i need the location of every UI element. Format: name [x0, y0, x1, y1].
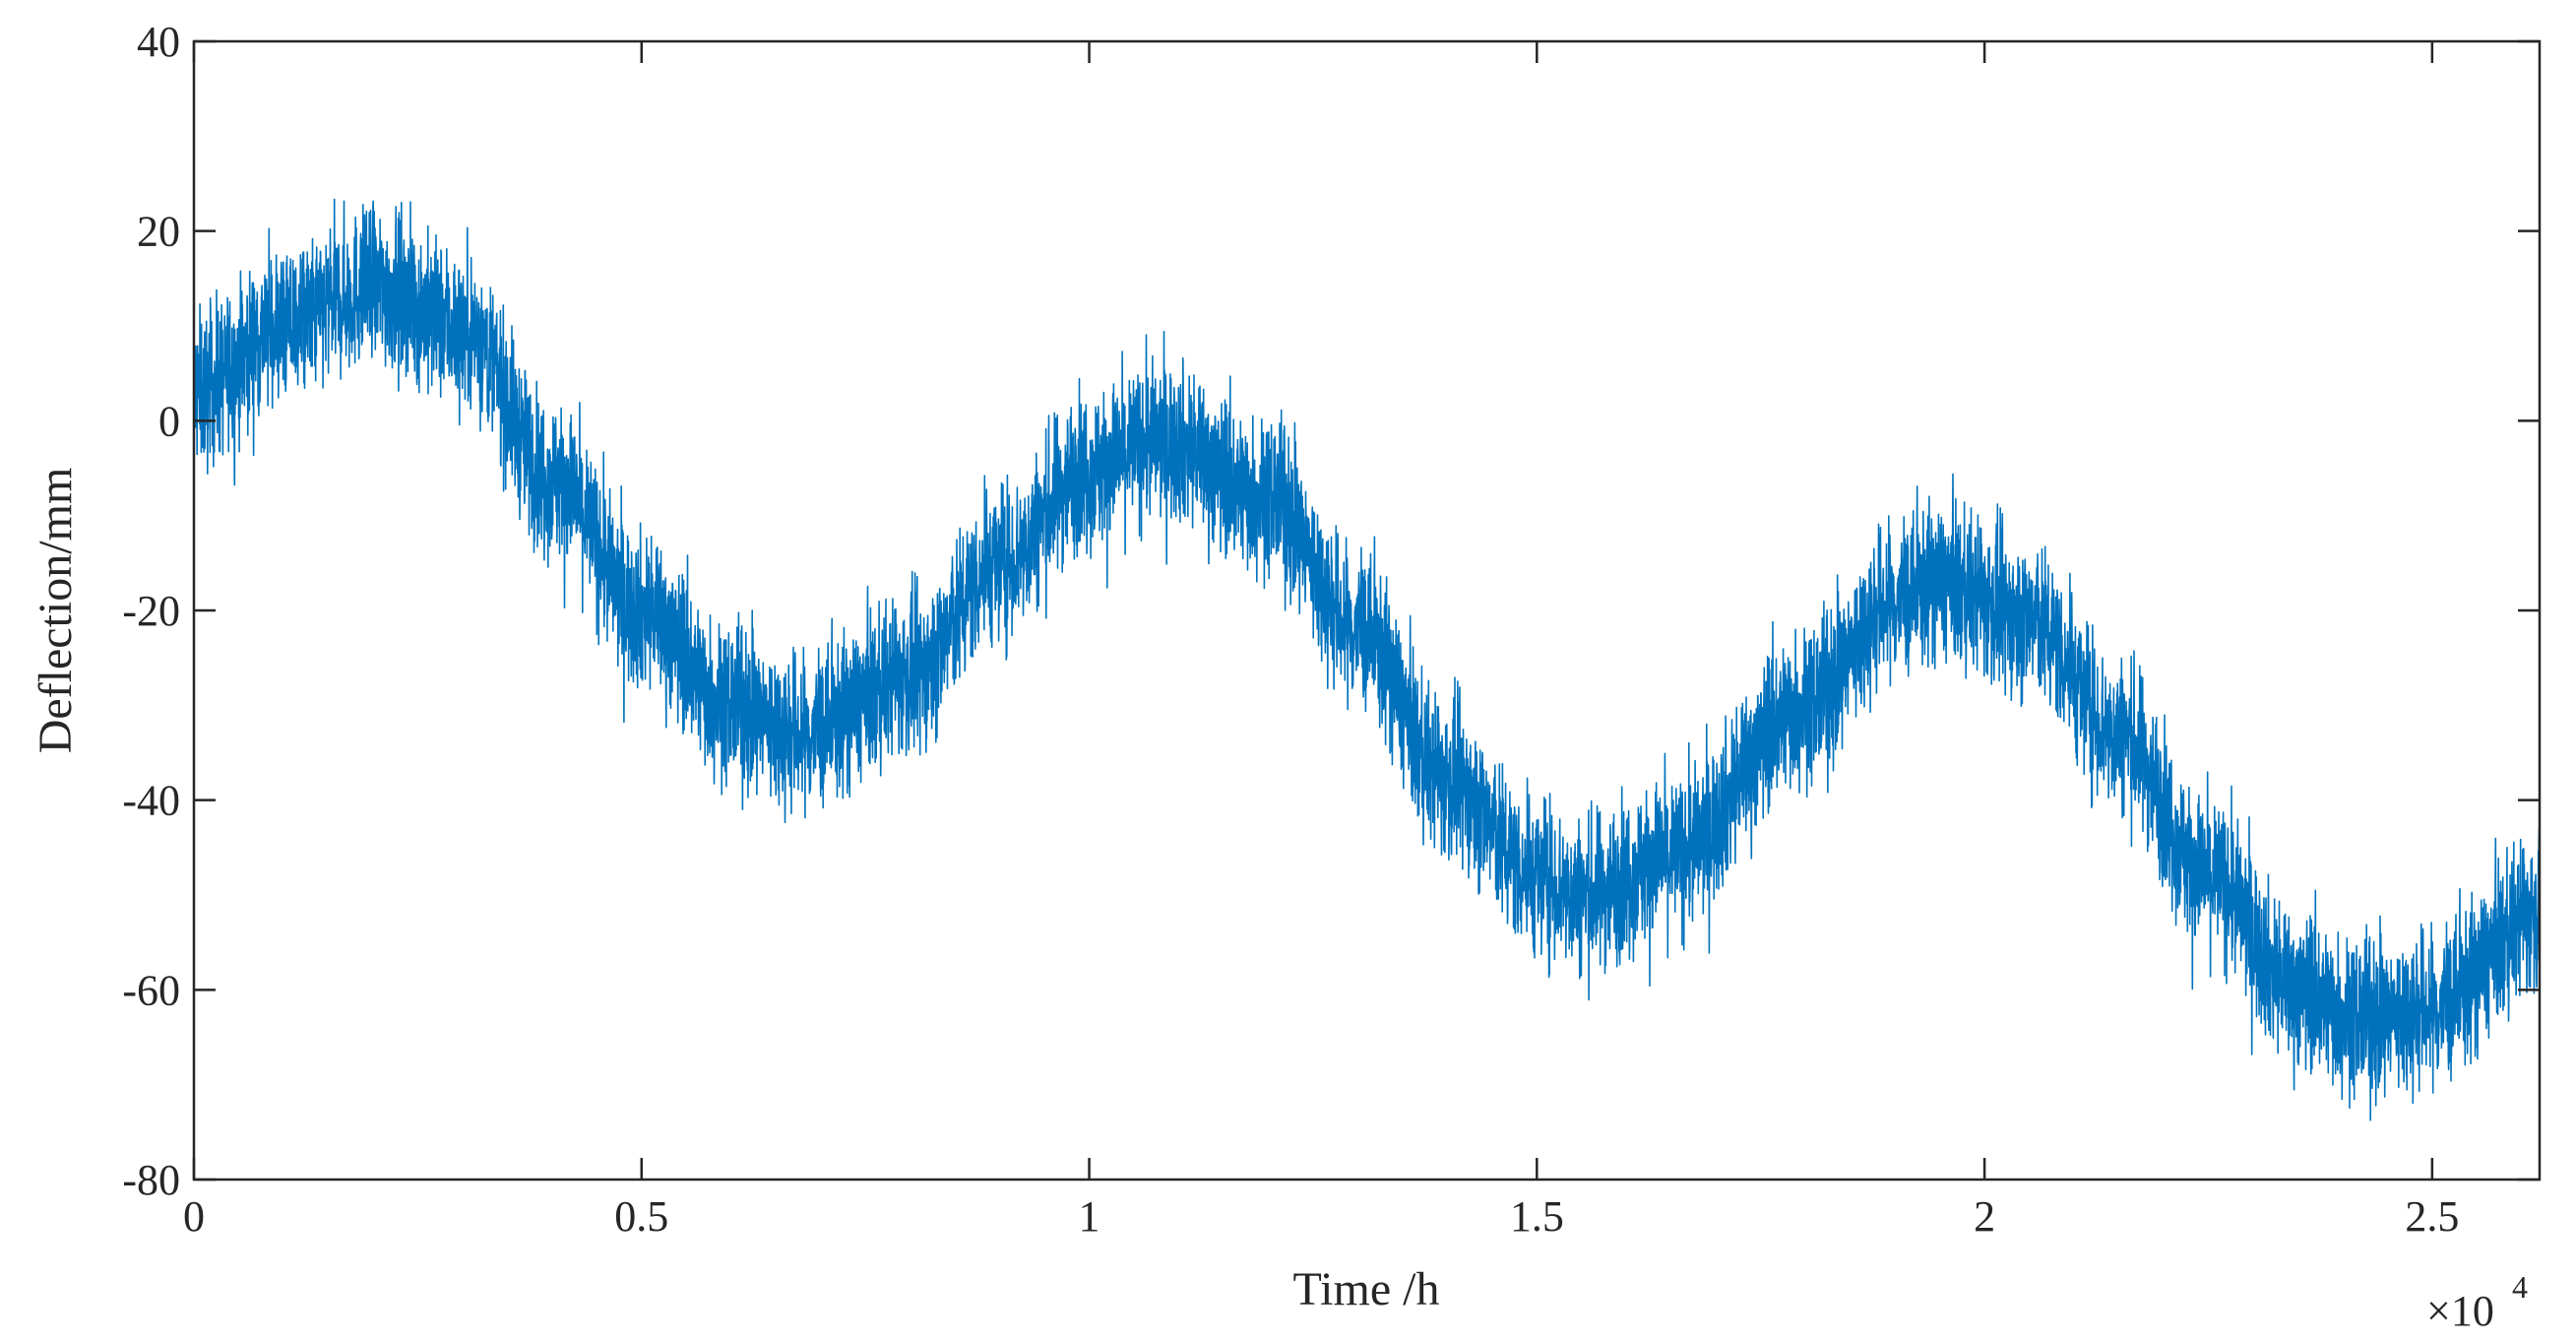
x-axis-label: Time /h [1293, 1263, 1440, 1315]
y-tick-label: 0 [158, 397, 180, 445]
x-tick-label: 1.5 [1510, 1192, 1564, 1241]
plot-area-frame [192, 39, 2542, 1182]
x-tick-label: 0 [183, 1192, 205, 1241]
x-tick-label: 1 [1079, 1192, 1100, 1241]
series-layer [193, 198, 2541, 1121]
y-axis-label: Deflection/mm [30, 468, 82, 754]
x-exponent-label: ×10 [2426, 1287, 2494, 1335]
y-tick-label: -60 [122, 966, 180, 1014]
y-tick-label: 40 [137, 18, 180, 66]
deflection-series-line [193, 198, 2541, 1121]
y-tick-label: -40 [122, 777, 180, 825]
y-tick-label: -80 [122, 1156, 180, 1204]
ticks-layer: 0 0.5 1 1.5 2 2.5 -80 -60 -40 -20 0 20 40 [122, 18, 2540, 1241]
x-tick-label: 2.5 [2405, 1192, 2459, 1241]
x-tick-label: 2 [1974, 1192, 1995, 1241]
x-tick-label: 0.5 [614, 1192, 668, 1241]
y-tick-label: -20 [122, 587, 180, 635]
x-exponent-power: 4 [2512, 1269, 2528, 1305]
y-tick-label: 20 [137, 208, 180, 256]
